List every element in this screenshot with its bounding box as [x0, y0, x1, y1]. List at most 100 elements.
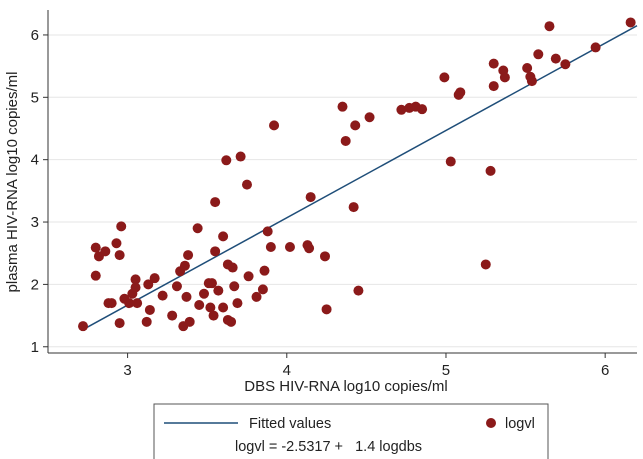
- data-point: [350, 120, 361, 131]
- data-point: [396, 104, 407, 115]
- y-tick-label: 6: [31, 27, 39, 44]
- data-point: [229, 281, 240, 292]
- data-point: [488, 81, 499, 92]
- data-point: [144, 304, 155, 315]
- data-point: [235, 151, 246, 162]
- data-point: [522, 62, 533, 73]
- data-point: [550, 53, 561, 64]
- y-tick-label: 1: [31, 339, 39, 356]
- legend: Fitted values logvl logvl = -2.5317 + 1.…: [153, 403, 549, 459]
- data-point: [218, 231, 229, 242]
- data-point: [485, 165, 496, 176]
- data-point: [206, 278, 217, 289]
- data-point: [243, 271, 254, 282]
- data-point: [348, 202, 359, 213]
- y-tick-label: 5: [31, 89, 39, 106]
- x-tick-label: 4: [283, 362, 291, 379]
- data-point: [269, 120, 280, 131]
- fitted-line-layer: [82, 25, 638, 331]
- data-point: [106, 298, 117, 309]
- legend-equation: logvl = -2.5317 + 1.4 logdbs: [235, 439, 422, 455]
- data-point: [417, 104, 428, 115]
- data-point: [167, 310, 178, 321]
- legend-fit-label: Fitted values: [249, 416, 331, 432]
- data-point: [262, 226, 273, 237]
- data-point: [183, 250, 194, 261]
- x-axis-ticks: 3 4 5 6: [123, 353, 609, 379]
- data-point: [184, 316, 195, 327]
- y-tick-label: 3: [31, 214, 39, 231]
- data-point: [533, 49, 544, 60]
- data-point: [445, 156, 456, 167]
- data-point: [179, 260, 190, 271]
- x-tick-label: 5: [442, 362, 450, 379]
- data-point: [149, 273, 160, 284]
- data-point: [116, 221, 127, 232]
- data-point: [232, 298, 243, 309]
- plot-background: [48, 10, 637, 353]
- y-axis-ticks: 1 2 3 4 5 6: [31, 27, 48, 356]
- data-point: [439, 72, 450, 83]
- data-point: [199, 288, 210, 299]
- data-point: [141, 316, 152, 327]
- data-point: [321, 304, 332, 315]
- legend-scatter-marker: [486, 418, 496, 428]
- y-tick-label: 4: [31, 152, 39, 169]
- y-axis-title: plasma HIV-RNA log10 copies/ml: [4, 72, 21, 293]
- data-point: [210, 246, 221, 257]
- x-axis-title: DBS HIV-RNA log10 copies/ml: [244, 378, 447, 395]
- data-point: [625, 17, 636, 28]
- x-tick-label: 6: [601, 362, 609, 379]
- y-tick-label: 2: [31, 276, 39, 293]
- data-point: [221, 155, 232, 166]
- data-point: [319, 251, 330, 262]
- data-point: [114, 318, 125, 329]
- data-point: [194, 299, 205, 310]
- data-point: [251, 291, 262, 302]
- data-point: [284, 241, 295, 252]
- data-points: [78, 17, 636, 332]
- data-point: [111, 238, 122, 249]
- data-point: [227, 262, 238, 273]
- data-point: [157, 290, 168, 301]
- data-point: [499, 72, 510, 83]
- data-point: [124, 298, 135, 309]
- data-point: [192, 223, 203, 234]
- data-point: [90, 270, 101, 281]
- data-point: [353, 285, 364, 296]
- data-point: [132, 298, 143, 309]
- data-point: [455, 87, 466, 98]
- legend-box: [153, 403, 549, 459]
- data-point: [130, 274, 141, 285]
- data-point: [143, 279, 154, 290]
- legend-scatter-label: logvl: [505, 416, 535, 432]
- data-point: [205, 302, 216, 313]
- data-point: [257, 284, 268, 295]
- data-point: [226, 316, 237, 327]
- data-point: [265, 241, 276, 252]
- data-point: [210, 197, 221, 208]
- data-point: [241, 179, 252, 190]
- x-tick-label: 3: [123, 362, 131, 379]
- data-point: [213, 285, 224, 296]
- data-point: [590, 42, 601, 53]
- data-point: [488, 58, 499, 69]
- data-point: [181, 291, 192, 302]
- data-point: [100, 246, 111, 257]
- data-point: [218, 302, 229, 313]
- data-point: [337, 101, 348, 112]
- data-point: [544, 21, 555, 32]
- fitted-line: [82, 25, 638, 331]
- data-point: [208, 310, 219, 321]
- data-point: [364, 112, 375, 123]
- data-point: [90, 242, 101, 253]
- data-point: [114, 250, 125, 261]
- data-point: [526, 76, 537, 87]
- data-point: [560, 59, 571, 70]
- data-point: [480, 259, 491, 270]
- data-point: [171, 281, 182, 292]
- data-point: [130, 282, 141, 293]
- data-point: [340, 135, 351, 146]
- data-point: [259, 265, 270, 276]
